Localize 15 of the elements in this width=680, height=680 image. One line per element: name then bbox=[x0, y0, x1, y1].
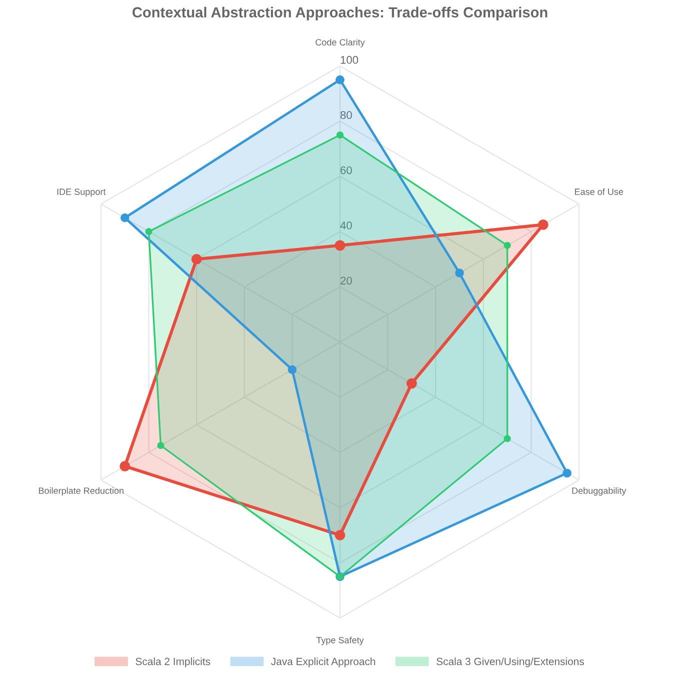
y-tick-label: 100 bbox=[340, 56, 358, 64]
y-tick-label: 80 bbox=[340, 111, 352, 120]
y-tick-label: 20 bbox=[340, 276, 352, 285]
legend-label: Scala 2 Implicits bbox=[136, 658, 210, 668]
legend-label: Scala 3 Given/Using/Extensions bbox=[436, 658, 584, 668]
spoke-label: Debuggability bbox=[572, 487, 626, 496]
chart-title: Contextual Abstraction Approaches: Trade-offs Comparison bbox=[132, 6, 548, 20]
spoke-label: Code Clarity bbox=[316, 38, 365, 48]
y-tick-label: 60 bbox=[340, 166, 352, 174]
spoke-label: Ease of Use bbox=[575, 188, 624, 195]
y-tick-label: 40 bbox=[340, 222, 352, 230]
legend-label: Java Explicit Approach bbox=[271, 658, 376, 668]
spoke-label: Type Safety bbox=[316, 636, 364, 646]
spoke-label: Boilerplate Reduction bbox=[38, 487, 124, 496]
spoke-label: IDE Support bbox=[57, 188, 106, 197]
